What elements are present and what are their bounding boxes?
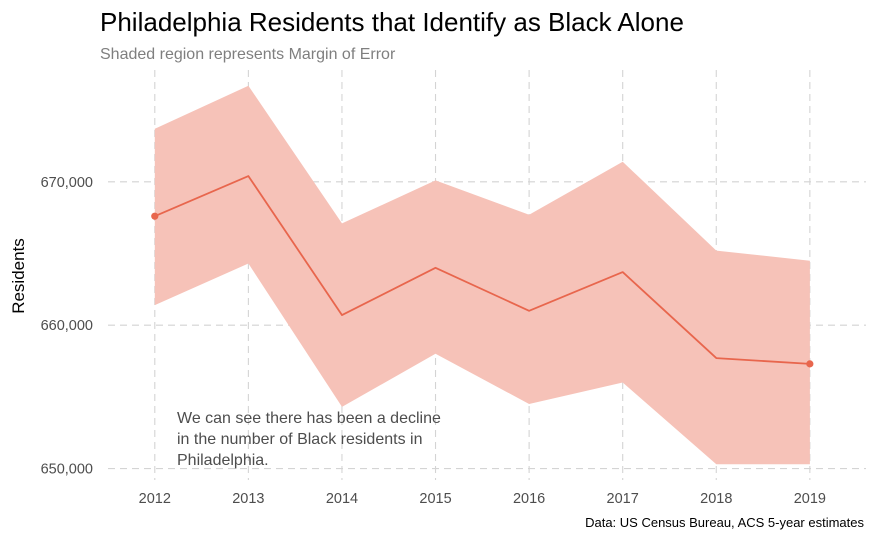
data-point-2012 xyxy=(151,212,159,220)
annotation-line-1: We can see there has been a decline xyxy=(177,410,441,427)
x-tick-label-2019: 2019 xyxy=(794,491,826,507)
margin-of-error-band-layer xyxy=(154,85,810,465)
x-axis-tick-labels: 2012 2013 2014 2015 2016 2017 2018 2019 xyxy=(139,491,826,507)
annotation-line-3: Philadelphia. xyxy=(177,452,269,469)
chart-title: Philadelphia Residents that Identify as … xyxy=(100,7,684,37)
x-tick-label-2013: 2013 xyxy=(232,491,264,507)
x-tick-label-2014: 2014 xyxy=(326,491,358,507)
x-tick-label-2015: 2015 xyxy=(419,491,451,507)
endpoint-markers xyxy=(151,212,814,368)
y-tick-label-670000: 670,000 xyxy=(41,175,93,191)
y-axis-tick-labels: 650,000 660,000 670,000 xyxy=(41,175,93,478)
x-tick-label-2012: 2012 xyxy=(139,491,171,507)
y-tick-label-650000: 650,000 xyxy=(41,462,93,478)
x-tick-label-2016: 2016 xyxy=(513,491,545,507)
data-point-2019 xyxy=(806,360,814,368)
annotation-line-2: in the number of Black residents in xyxy=(177,431,422,448)
x-tick-label-2018: 2018 xyxy=(700,491,732,507)
chart-caption: Data: US Census Bureau, ACS 5-year estim… xyxy=(585,515,864,530)
chart-annotation: We can see there has been a decline in t… xyxy=(177,410,445,469)
margin-of-error-band xyxy=(154,85,810,465)
chart-subtitle: Shaded region represents Margin of Error xyxy=(100,46,396,63)
y-tick-label-660000: 660,000 xyxy=(41,318,93,334)
series-line-layer xyxy=(154,175,810,365)
y-axis-title: Residents xyxy=(9,238,28,314)
residents-series-line xyxy=(154,175,810,365)
x-tick-label-2017: 2017 xyxy=(607,491,639,507)
